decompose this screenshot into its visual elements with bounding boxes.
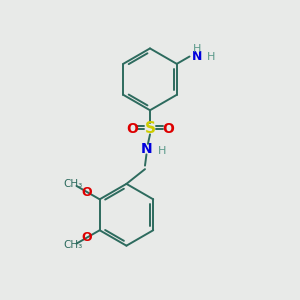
Text: S: S [145,121,155,136]
Text: H: H [193,44,201,54]
Text: N: N [141,142,152,156]
Text: H: H [207,52,216,61]
Text: CH₃: CH₃ [64,240,83,250]
Text: H: H [158,146,166,156]
Text: O: O [82,186,92,199]
Text: O: O [82,231,92,244]
Text: O: O [126,122,138,136]
Text: O: O [162,122,174,136]
Text: N: N [192,50,202,63]
Text: CH₃: CH₃ [64,179,83,189]
